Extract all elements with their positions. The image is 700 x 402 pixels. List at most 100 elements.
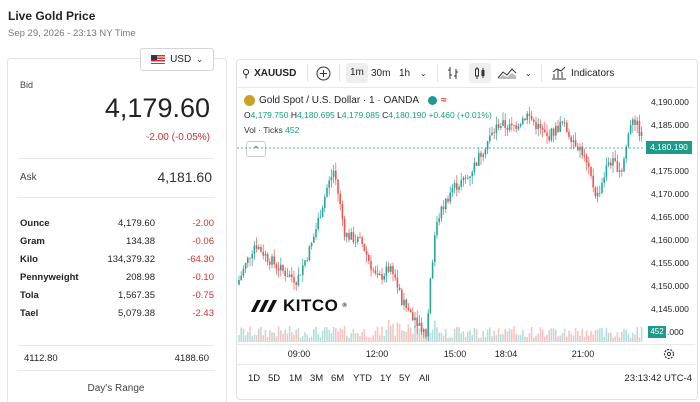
volume-bar xyxy=(352,329,355,342)
unit-row-ounce: Ounce 4,179.60 -2.00 xyxy=(20,218,214,232)
range-5y[interactable]: 5Y xyxy=(399,373,411,384)
chart-style-button[interactable] xyxy=(497,61,517,85)
range-all[interactable]: All xyxy=(419,373,430,384)
x-tick: 21:00 xyxy=(571,349,595,359)
indicators-button[interactable]: Indicators xyxy=(551,61,614,85)
volume-bar xyxy=(260,326,262,342)
x-tick: 15:00 xyxy=(443,349,467,359)
volume-bar xyxy=(354,333,357,342)
low-label: L xyxy=(337,110,342,120)
volume-bar xyxy=(462,331,465,342)
candlestick-chart[interactable] xyxy=(237,88,644,344)
volume-bar xyxy=(385,329,388,342)
volume-bar xyxy=(579,335,581,342)
volume-bar xyxy=(447,337,449,342)
candle-body xyxy=(361,237,363,244)
candle-body xyxy=(390,266,392,272)
volume-bar xyxy=(627,333,630,342)
candle-body xyxy=(603,177,605,183)
candle-body xyxy=(409,309,412,313)
volume-bar xyxy=(605,328,608,342)
candle-body xyxy=(310,242,313,247)
y-tick: 4,170.000 xyxy=(651,189,689,199)
interval-dropdown[interactable]: ⌄ xyxy=(420,61,427,85)
unit-value: 4,179.60 xyxy=(118,218,155,229)
volume-bar xyxy=(365,336,368,342)
candle-body xyxy=(440,206,443,219)
timestamp: Sep 29, 2026 - 23:13 NY Time xyxy=(8,28,136,39)
y-tick: 4,185.000 xyxy=(651,120,689,130)
volume-bar xyxy=(506,331,509,342)
candle-body xyxy=(354,241,357,243)
volume-bar xyxy=(418,328,421,342)
candle-body xyxy=(271,256,273,265)
candle-body xyxy=(610,162,612,166)
y-tick: 4,150.000 xyxy=(651,281,689,291)
unit-name: Tael xyxy=(20,308,39,319)
volume-bar xyxy=(266,336,269,342)
candle-body xyxy=(317,217,319,230)
candle-body xyxy=(484,149,487,155)
y-tick: 4,175.000 xyxy=(651,166,689,176)
unit-change: -0.10 xyxy=(192,272,214,283)
candle-body xyxy=(555,125,557,136)
candle-body xyxy=(238,280,240,285)
volume-bar xyxy=(275,336,278,342)
candle-body xyxy=(577,146,579,151)
interval-30m[interactable]: 30m xyxy=(371,61,390,85)
page-title: Live Gold Price xyxy=(8,9,96,23)
volume-bar xyxy=(574,328,577,342)
candle-body xyxy=(522,118,524,125)
volume-bar xyxy=(326,327,328,342)
candle-body xyxy=(486,141,489,150)
divider xyxy=(18,197,214,198)
volume-bar xyxy=(603,336,605,342)
chart-settings-button[interactable] xyxy=(663,347,675,365)
candle-body xyxy=(640,132,643,136)
interval-1m[interactable]: 1m xyxy=(346,61,368,85)
range-6m[interactable]: 6M xyxy=(331,373,345,384)
candle-body xyxy=(251,254,253,259)
candle-body xyxy=(319,217,322,218)
candle-body xyxy=(541,127,544,130)
volume-bar xyxy=(467,331,469,342)
volume-bar xyxy=(610,332,612,342)
candle-body xyxy=(632,119,634,125)
volume-bar xyxy=(528,333,531,342)
candle-body xyxy=(453,183,456,188)
unit-change: -0.75 xyxy=(192,290,214,301)
volume-bar xyxy=(601,327,603,342)
candle-body xyxy=(519,124,522,127)
range-1d[interactable]: 1D xyxy=(248,373,261,384)
volume-bar xyxy=(522,329,524,342)
volume-bar xyxy=(495,335,498,342)
bar-replay-button[interactable] xyxy=(446,61,460,85)
range-3m[interactable]: 3M xyxy=(310,373,324,384)
volume-bar xyxy=(638,337,641,342)
candles-button[interactable] xyxy=(469,61,491,85)
market-open-icon xyxy=(428,96,438,105)
candle-body xyxy=(627,133,630,147)
currency-select[interactable]: USD ⌄ xyxy=(140,48,214,71)
range-5d[interactable]: 5D xyxy=(268,373,281,384)
volume-bar xyxy=(581,328,583,342)
candle-body xyxy=(346,233,348,237)
candle-body xyxy=(482,154,484,157)
compare-button[interactable] xyxy=(316,61,331,85)
interval-1h[interactable]: 1h xyxy=(399,61,410,85)
chart-style-dropdown[interactable]: ⌄ xyxy=(525,61,532,85)
range-1y[interactable]: 1Y xyxy=(380,373,392,384)
collapse-legend-button[interactable]: ⌃ xyxy=(246,141,266,157)
y-tick: 4,155.000 xyxy=(651,258,689,268)
days-range-high: 4188.60 xyxy=(174,353,209,364)
range-ytd[interactable]: YTD xyxy=(353,373,372,384)
range-1m[interactable]: 1M xyxy=(289,373,303,384)
candle-body xyxy=(315,229,317,237)
volume-bar xyxy=(533,337,535,342)
volume-bar xyxy=(438,332,440,342)
candle-body xyxy=(438,218,440,222)
candle-body xyxy=(273,256,275,265)
volume-bar xyxy=(480,337,482,342)
volume-bar xyxy=(255,335,258,342)
symbol-search[interactable]: ⚲ XAUUSD xyxy=(242,61,296,85)
